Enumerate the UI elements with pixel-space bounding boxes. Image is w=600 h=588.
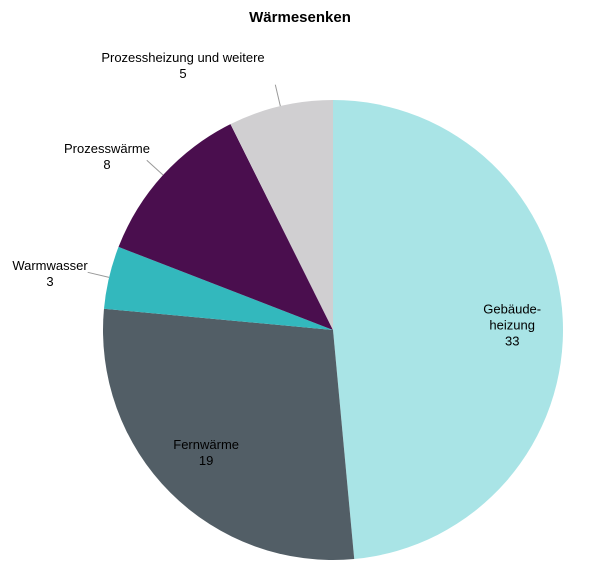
slice-label: Prozesswärme (64, 141, 150, 156)
slice-value: 8 (103, 157, 110, 172)
slice-label: Warmwasser (12, 258, 88, 273)
slice-value: 3 (46, 274, 53, 289)
slice-label: Gebäude-heizung (483, 302, 541, 333)
leader-line (274, 84, 281, 107)
pie-slice (333, 100, 563, 560)
slice-value: 33 (505, 334, 519, 349)
slice-value: 19 (199, 453, 213, 468)
slice-value: 5 (179, 66, 186, 81)
pie-slice (230, 100, 333, 330)
slice-label: Fernwärme (173, 437, 239, 452)
chart-title: Wärmesenken (249, 9, 351, 26)
slice-label: Prozessheizung und weitere (101, 50, 264, 65)
leader-line (146, 159, 164, 176)
pie-slice (118, 124, 333, 330)
pie-slice (103, 246, 333, 330)
leader-line (87, 271, 110, 278)
pie-slice (103, 308, 355, 560)
